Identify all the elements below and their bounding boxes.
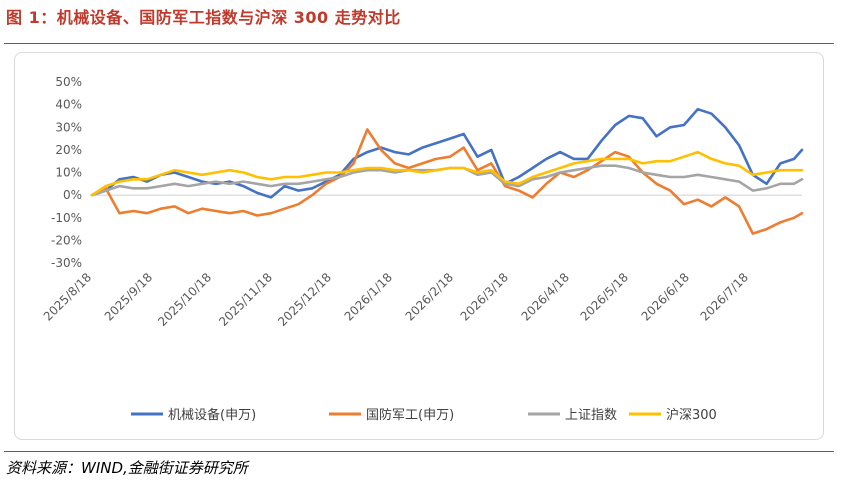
series-line-3	[90, 150, 804, 197]
legend-label: 机械设备(申万)	[168, 407, 256, 423]
y-tick-label: 10%	[55, 166, 82, 180]
legend-label: 沪深300	[666, 407, 717, 423]
x-tick-label: 2026/6/18	[639, 270, 692, 323]
y-tick-label: 40%	[55, 98, 82, 112]
y-tick-label: 30%	[55, 120, 82, 134]
legend: 机械设备(申万) 国防军工(申万) 上证指数 沪深300	[131, 407, 717, 423]
x-tick-label: 2025/10/18	[155, 270, 214, 329]
x-tick-label: 2025/12/18	[275, 270, 334, 329]
x-tick-label: 2026/3/18	[458, 270, 511, 323]
x-tick-label: 2025/9/18	[102, 270, 155, 323]
y-tick-label: 50%	[55, 75, 82, 89]
x-tick-label: 2026/4/18	[519, 270, 572, 323]
source-note: 资料来源：WIND,金融街证券研究所	[6, 459, 248, 477]
legend-label: 国防军工(申万)	[366, 407, 454, 423]
y-tick-label: 20%	[55, 143, 82, 157]
x-tick-label: 2026/1/18	[342, 270, 395, 323]
title-rule	[4, 43, 834, 44]
series-lines	[90, 107, 804, 235]
figure-title: 图 1：机械设备、国防军工指数与沪深 300 走势对比	[6, 8, 401, 27]
y-axis-labels: 50% 40% 30% 20% 10% 0% -10% -20% -30%	[51, 75, 82, 270]
legend-label: 上证指数	[565, 408, 617, 423]
x-tick-label: 2025/11/18	[216, 270, 275, 329]
source-rule	[4, 451, 834, 452]
x-tick-label: 2026/2/18	[403, 270, 456, 323]
x-tick-label: 2025/8/18	[41, 270, 94, 323]
y-tick-label: -30%	[51, 256, 82, 270]
y-tick-label: -20%	[51, 233, 82, 247]
y-tick-label: -10%	[51, 211, 82, 225]
x-tick-label: 2026/5/18	[578, 270, 631, 323]
x-axis: 2025/8/18 2025/9/18 2025/10/18 2025/11/18 20…	[41, 194, 802, 329]
y-tick-label: 0%	[63, 188, 82, 202]
series-line-1	[90, 128, 804, 235]
chart-frame	[14, 52, 824, 440]
x-tick-label: 2026/7/18	[698, 270, 751, 323]
